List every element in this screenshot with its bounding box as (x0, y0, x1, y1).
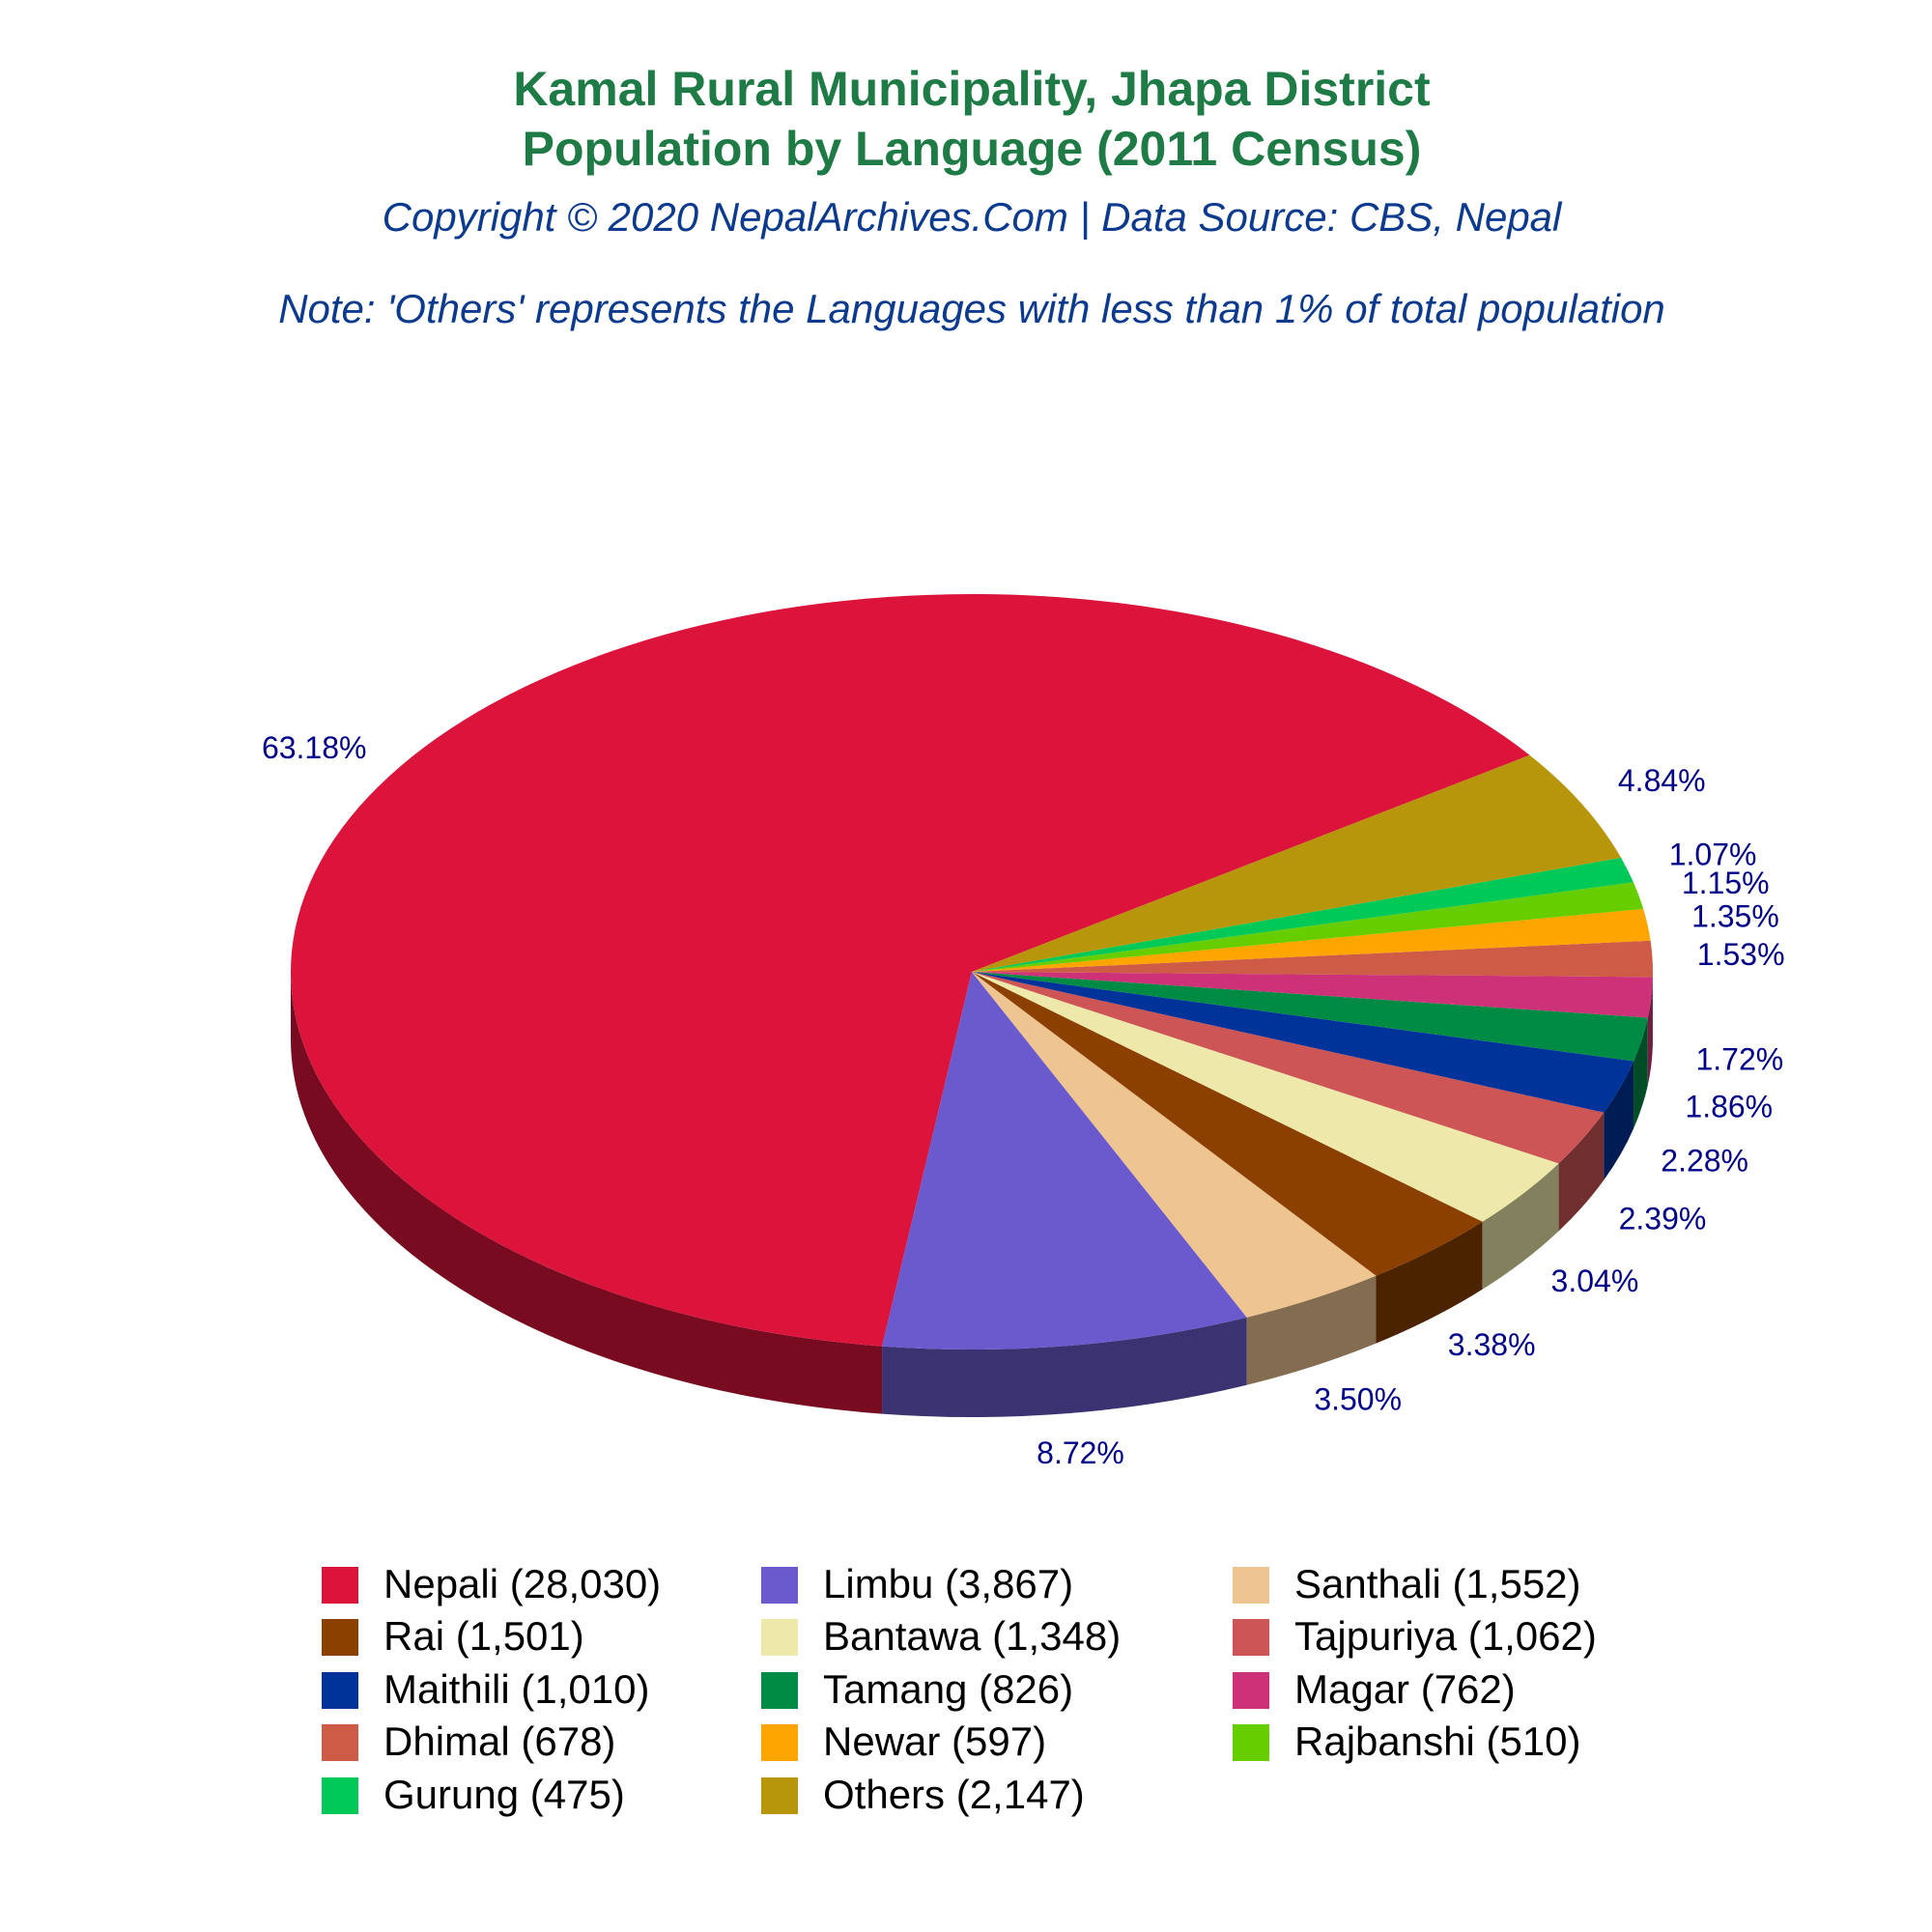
data-label: 63.18% (262, 730, 367, 765)
slice-side (291, 972, 883, 1414)
slice (972, 972, 1559, 1222)
slice (972, 940, 1653, 978)
slice-side (1558, 1112, 1605, 1232)
slice-side (1246, 1275, 1377, 1385)
legend-label: Newar (597) (823, 1719, 1046, 1764)
data-label: 2.28% (1661, 1143, 1748, 1178)
slice (972, 857, 1634, 972)
chart-title: Kamal Rural Municipality, Jhapa District (513, 62, 1431, 116)
pie-labels: 63.18% 8.72% 3.50% 3.38% 3.04% 2.39% 2.28% 1.86… (262, 730, 1785, 1470)
legend-swatch (322, 1777, 358, 1814)
slice (972, 882, 1644, 972)
legend-swatch (1233, 1672, 1269, 1709)
data-label: 1.15% (1682, 866, 1770, 900)
note: Note: 'Others' represents the Languages … (278, 286, 1665, 331)
pie-sides (291, 972, 1653, 1417)
legend-label: Dhimal (678) (384, 1719, 615, 1764)
legend-swatch (761, 1724, 798, 1761)
data-label: 3.04% (1551, 1264, 1639, 1298)
legend-label: Nepali (28,030) (384, 1561, 661, 1606)
data-label: 3.38% (1448, 1327, 1536, 1362)
slice-side (1634, 1017, 1648, 1129)
slice (882, 972, 1247, 1350)
data-label: 1.86% (1685, 1090, 1773, 1124)
slice-side (882, 1317, 1247, 1417)
slice (290, 594, 1530, 1347)
legend-swatch (322, 1724, 358, 1761)
slice (972, 972, 1634, 1113)
data-label: 1.07% (1669, 837, 1757, 871)
slice (972, 754, 1622, 972)
legend-label: Others (2,147) (823, 1772, 1085, 1817)
legend-label: Santhali (1,552) (1294, 1561, 1581, 1606)
legend: Nepali (28,030) Limbu (3,867) Santhali (1,… (322, 1561, 1597, 1817)
slice-side (1647, 977, 1653, 1086)
legend-swatch (761, 1672, 798, 1709)
legend-label: Tajpuriya (1,062) (1294, 1613, 1597, 1659)
data-label: 4.84% (1618, 763, 1706, 798)
data-label: 8.72% (1037, 1435, 1124, 1470)
legend-swatch (1233, 1567, 1269, 1604)
slice-side (1604, 1061, 1634, 1180)
slice-side (1482, 1163, 1559, 1290)
slice (972, 972, 1483, 1276)
legend-swatch (761, 1567, 798, 1604)
data-label: 1.35% (1691, 898, 1779, 933)
slice (972, 972, 1377, 1318)
slice (972, 972, 1605, 1164)
slice (972, 908, 1651, 972)
legend-label: Magar (762) (1294, 1666, 1516, 1712)
data-label: 3.50% (1314, 1382, 1402, 1417)
slice (972, 972, 1653, 1018)
slice (972, 972, 1648, 1062)
chart-subtitle: Population by Language (2011 Census) (523, 122, 1422, 176)
legend-swatch (761, 1777, 798, 1814)
legend-label: Rai (1,501) (384, 1613, 584, 1659)
legend-label: Tamang (826) (823, 1666, 1073, 1712)
data-label: 1.53% (1697, 937, 1785, 972)
legend-swatch (322, 1619, 358, 1656)
legend-label: Rajbanshi (510) (1294, 1719, 1581, 1764)
legend-label: Maithili (1,010) (384, 1666, 649, 1712)
legend-label: Bantawa (1,348) (823, 1613, 1121, 1659)
legend-swatch (1233, 1619, 1269, 1656)
legend-label: Gurung (475) (384, 1772, 625, 1817)
data-label: 1.72% (1695, 1041, 1783, 1076)
slice-side (1376, 1221, 1483, 1344)
legend-swatch (322, 1567, 358, 1604)
legend-swatch (322, 1672, 358, 1709)
data-label: 2.39% (1619, 1201, 1707, 1236)
copyright: Copyright © 2020 NepalArchives.Com | Dat… (383, 194, 1563, 241)
legend-swatch (1233, 1724, 1269, 1761)
legend-label: Limbu (3,867) (823, 1561, 1073, 1606)
pie-tops (290, 594, 1653, 1350)
legend-swatch (761, 1619, 798, 1656)
